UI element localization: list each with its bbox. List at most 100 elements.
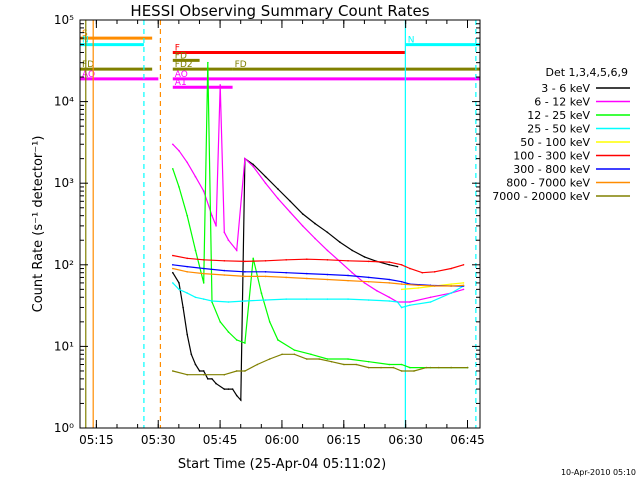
data-point [235, 249, 238, 252]
legend-label: 7000 - 20000 keV [492, 190, 590, 203]
data-point [388, 261, 391, 263]
x-tick-label: 06:00 [265, 433, 300, 447]
flag-bar-label: S [82, 29, 88, 39]
data-point [306, 358, 308, 360]
data-point [252, 163, 254, 166]
data-point [400, 288, 403, 291]
series-lines [171, 61, 469, 402]
series-line [172, 254, 464, 274]
data-point [450, 292, 452, 294]
data-point [244, 370, 246, 372]
data-point [462, 264, 465, 266]
legend-label: 800 - 7000 keV [506, 177, 590, 190]
data-point [202, 370, 205, 372]
data-point [367, 299, 370, 301]
data-point [347, 298, 349, 300]
data-point [450, 285, 452, 287]
flag-bar-label: FD [235, 60, 247, 70]
y-axis-ticks: 10⁰ 10¹ 10² 10³ 10⁴ 10⁵ [54, 13, 480, 435]
data-point [264, 175, 267, 178]
series-line [172, 282, 464, 309]
data-point [400, 280, 403, 283]
data-point [277, 188, 279, 190]
data-point [351, 249, 353, 252]
data-point [306, 272, 308, 275]
data-point [338, 260, 341, 263]
data-point [388, 264, 391, 266]
data-point [252, 165, 254, 168]
data-point [367, 366, 370, 369]
data-point [235, 370, 238, 372]
data-point [244, 275, 246, 278]
data-point [171, 168, 174, 170]
data-point [376, 290, 378, 292]
data-point [223, 269, 226, 272]
data-point [223, 231, 226, 234]
data-point [396, 301, 399, 303]
data-point [429, 301, 432, 303]
data-point [268, 358, 271, 360]
data-point [211, 378, 213, 380]
y-tick-label: 10⁵ [54, 13, 74, 27]
data-point [285, 276, 287, 279]
x-tick-label: 06:30 [388, 433, 423, 447]
vertical-markers [85, 20, 477, 428]
data-point [186, 214, 189, 217]
data-point [182, 306, 184, 309]
data-point [314, 237, 316, 240]
data-point [223, 373, 226, 376]
flag-bar-label: AO [82, 70, 95, 80]
data-point [400, 264, 403, 266]
data-point [462, 284, 465, 287]
y-tick-label: 10³ [54, 176, 74, 190]
data-point [347, 274, 349, 277]
x-axis-ticks: 05:15 05:30 05:45 06:00 06:15 06:30 06:45 [79, 20, 485, 447]
y-axis-label: Count Rate (s⁻¹ detector⁻¹) [31, 136, 46, 313]
plot-frame [79, 19, 481, 429]
data-point [171, 143, 174, 146]
data-point [194, 296, 197, 299]
data-point [355, 363, 358, 366]
data-point [198, 370, 201, 372]
data-point [437, 366, 440, 369]
data-point [202, 282, 205, 284]
data-point [326, 358, 329, 360]
data-point [318, 358, 320, 360]
data-point [388, 363, 391, 366]
data-point [215, 225, 217, 227]
data-point [256, 363, 259, 366]
data-point [392, 366, 395, 369]
data-point [178, 149, 180, 152]
data-point [301, 213, 304, 215]
legend-label: 300 - 800 keV [513, 163, 590, 176]
data-point [409, 301, 411, 303]
data-point [244, 157, 246, 160]
data-point [186, 265, 189, 268]
series-line [172, 353, 468, 376]
data-point [289, 200, 292, 203]
x-tick-label: 05:15 [79, 433, 114, 447]
data-point [194, 363, 197, 366]
data-point [260, 292, 263, 294]
data-point [433, 285, 436, 287]
data-point [326, 231, 329, 234]
data-point [450, 267, 452, 270]
data-point [293, 349, 296, 351]
chart-title: HESSI Observing Summary Count Rates [130, 2, 429, 20]
data-point [223, 388, 226, 390]
x-tick-label: 05:30 [141, 433, 176, 447]
data-point [240, 399, 242, 401]
flag-bar-label: AO [175, 70, 188, 80]
data-point [347, 279, 349, 282]
data-point [171, 370, 174, 372]
data-point [400, 363, 403, 366]
data-point [400, 306, 403, 309]
data-point [425, 366, 428, 369]
series-line [172, 267, 464, 287]
data-point [178, 186, 180, 188]
flag-bar-label: N [408, 36, 415, 46]
series-line [172, 62, 468, 369]
data-point [314, 222, 316, 225]
series-line [172, 264, 464, 287]
